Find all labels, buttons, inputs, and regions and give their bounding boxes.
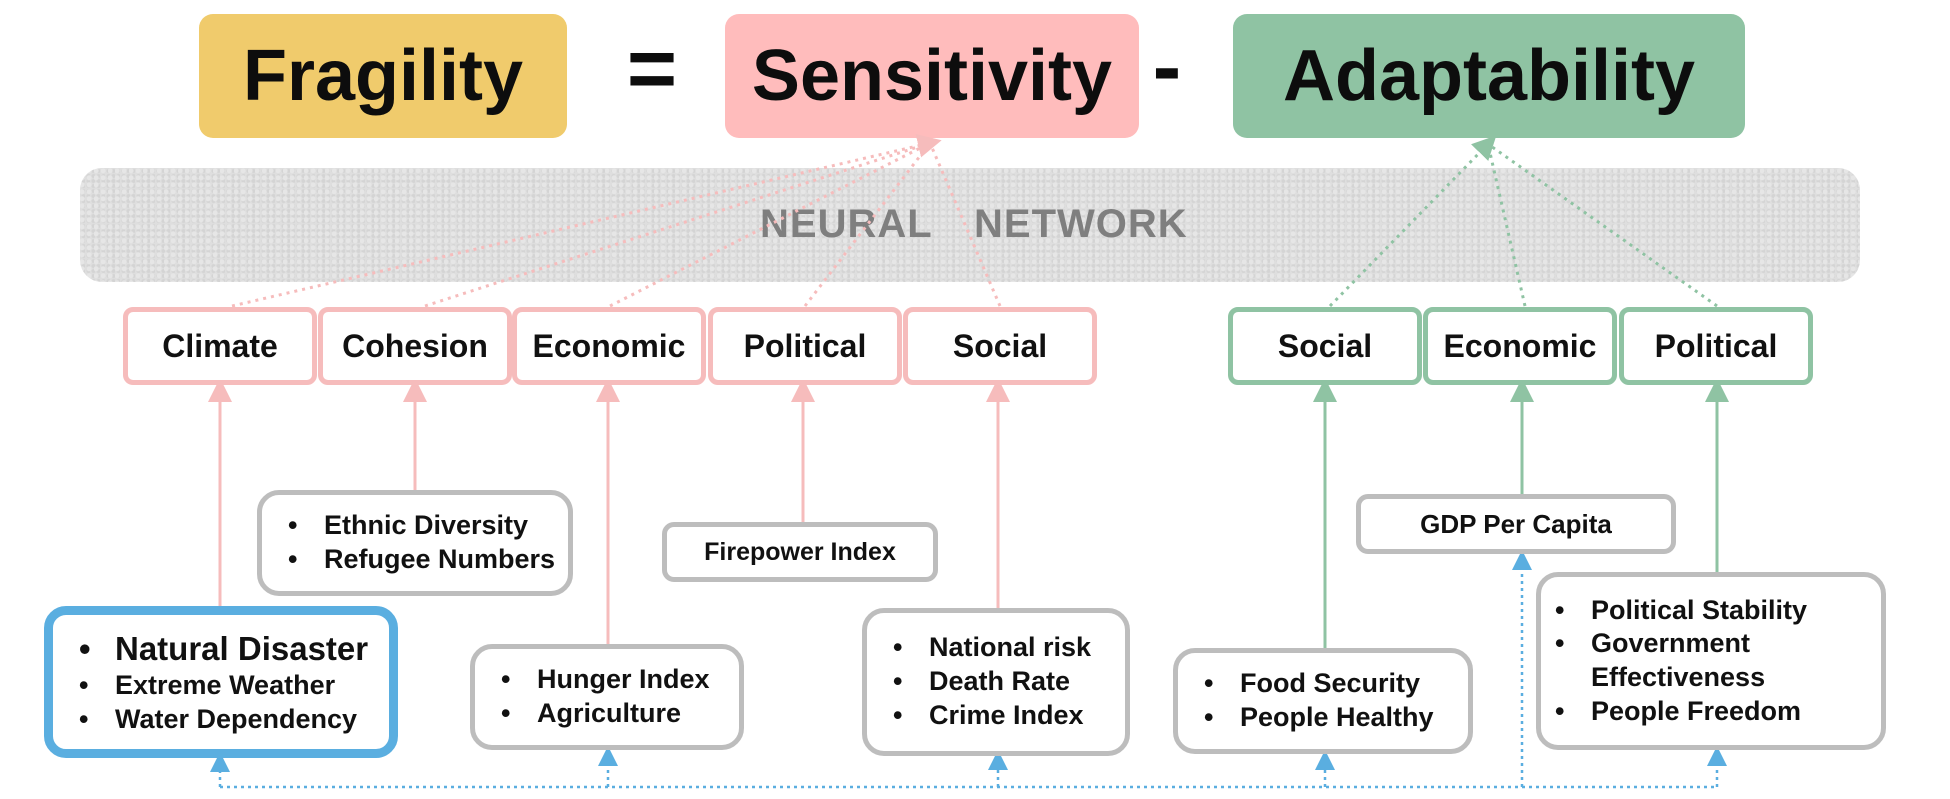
indicator-item: People Freedom [1555,695,1881,729]
adaptability-category-political[interactable]: Political [1619,307,1813,385]
minus-sign: - [1152,19,1182,115]
category-label: Political [1654,327,1778,364]
adapt-political-indicators-box[interactable]: Political Stability Government Effective… [1536,572,1886,750]
sensitivity-box: Sensitivity [725,14,1139,138]
adaptability-label: Adaptability [1282,36,1696,116]
neural-network-band [80,168,1860,282]
fragility-label: Fragility [242,36,524,116]
indicator-item: Agriculture [501,697,739,731]
fragility-box: Fragility [199,14,567,138]
climate-indicators-box[interactable]: Natural Disaster Extreme Weather Water D… [44,606,398,758]
adaptability-box: Adaptability [1233,14,1745,138]
indicator-item: Firepower Index [704,537,896,566]
indicator-item: National risk [893,631,1125,665]
adapt-social-indicators-box[interactable]: Food Security People Healthy [1173,648,1473,754]
indicator-item: Ethnic Diversity [288,509,568,543]
category-label: Climate [162,327,278,364]
sensitivity-category-social[interactable]: Social [903,307,1097,385]
sensitivity-category-climate[interactable]: Climate [123,307,317,385]
indicator-item: Refugee Numbers [288,543,568,577]
category-label: Cohesion [342,327,488,364]
indicator-item: Natural Disaster [79,628,389,670]
sensitivity-category-cohesion[interactable]: Cohesion [318,307,512,385]
network-label: NETWORK [974,202,1188,246]
adapt-economic-indicator-box[interactable]: GDP Per Capita [1356,494,1676,554]
indicator-item: Political Stability [1555,594,1881,628]
economic-indicators-box[interactable]: Hunger Index Agriculture [470,644,744,750]
category-label: Social [1277,327,1373,364]
sensitivity-category-political[interactable]: Political [708,307,902,385]
social-indicators-box[interactable]: National risk Death Rate Crime Index [862,608,1130,756]
indicator-item: Extreme Weather [79,669,389,703]
adaptability-category-economic[interactable]: Economic [1423,307,1617,385]
indicator-item: Crime Index [893,699,1125,733]
sensitivity-label: Sensitivity [751,36,1113,116]
indicator-item: Water Dependency [79,703,389,737]
indicator-item: Government Effectiveness [1555,627,1881,695]
category-label: Social [952,327,1048,364]
political-indicator-box[interactable]: Firepower Index [662,522,938,582]
adaptability-category-social[interactable]: Social [1228,307,1422,385]
cohesion-indicators-box[interactable]: Ethnic Diversity Refugee Numbers [257,490,573,596]
category-label: Economic [532,327,686,364]
sensitivity-category-economic[interactable]: Economic [512,307,706,385]
indicator-item: Food Security [1204,667,1468,701]
category-label: Political [743,327,867,364]
indicator-item: Death Rate [893,665,1125,699]
neural-label: NEURAL [760,202,933,246]
indicator-item: GDP Per Capita [1420,508,1612,539]
equals-sign: = [626,21,678,117]
indicator-item: People Healthy [1204,701,1468,735]
indicator-item: Hunger Index [501,663,739,697]
category-label: Economic [1443,327,1597,364]
